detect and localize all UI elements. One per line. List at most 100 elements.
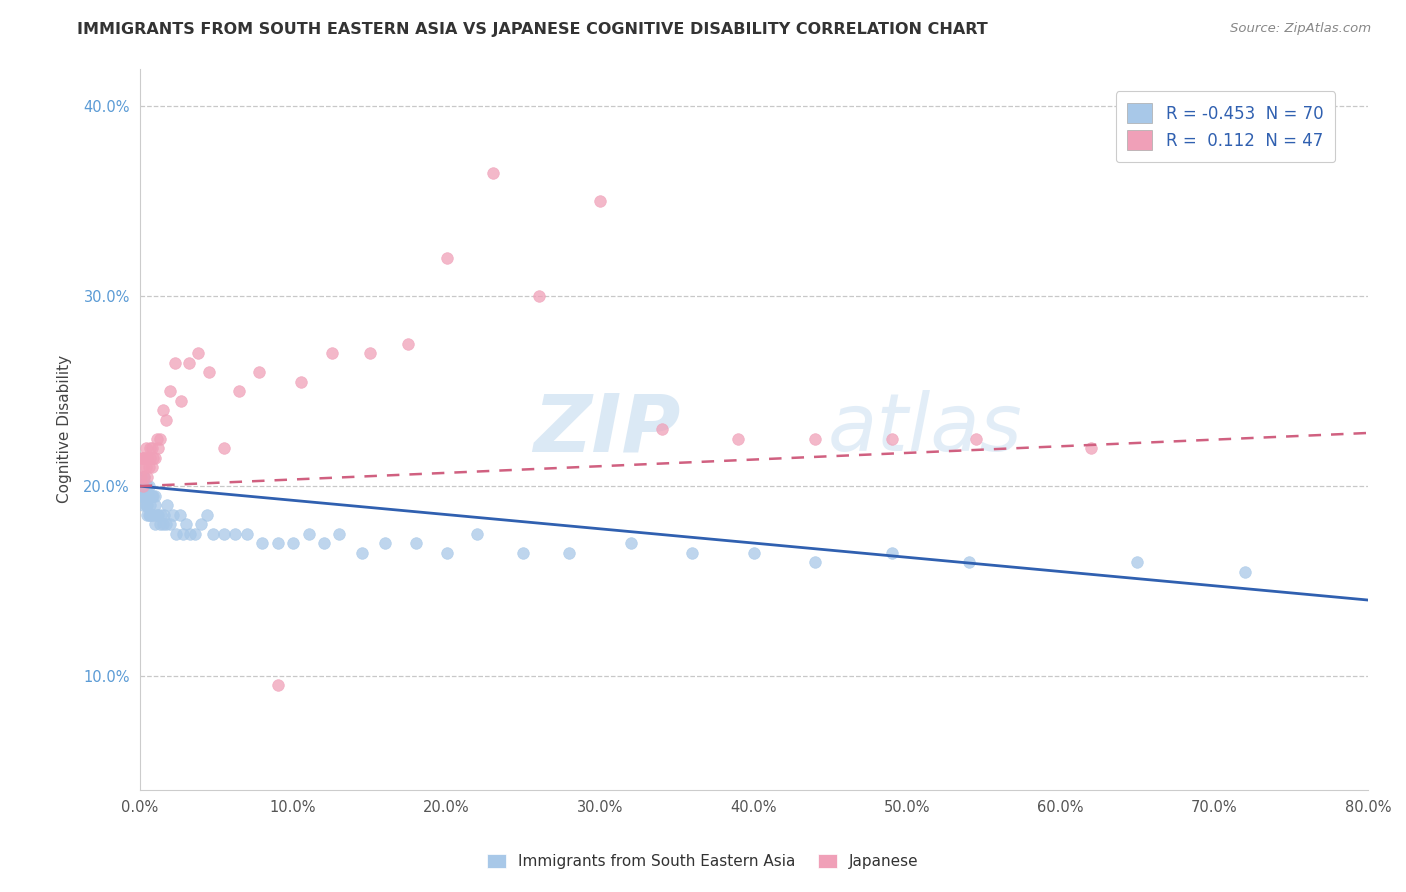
Point [149, 517, 172, 532]
Point [1233, 565, 1256, 579]
Point [135, 498, 157, 512]
Point [527, 289, 550, 303]
Point [138, 508, 160, 522]
Point [135, 441, 157, 455]
Point [957, 555, 980, 569]
Point [436, 545, 458, 559]
Point [396, 336, 419, 351]
Point [174, 517, 197, 532]
Point [134, 469, 156, 483]
Point [290, 375, 312, 389]
Point [512, 545, 534, 559]
Point [131, 450, 153, 465]
Point [141, 441, 163, 455]
Point [159, 384, 181, 399]
Point [134, 450, 156, 465]
Point [155, 413, 177, 427]
Point [727, 432, 749, 446]
Point [149, 432, 172, 446]
Point [804, 432, 827, 446]
Point [166, 526, 188, 541]
Point [170, 393, 193, 408]
Point [139, 498, 162, 512]
Point [202, 526, 225, 541]
Point [145, 432, 167, 446]
Point [129, 450, 152, 465]
Point [136, 479, 159, 493]
Point [589, 194, 612, 209]
Point [141, 460, 163, 475]
Point [142, 489, 165, 503]
Text: Source: ZipAtlas.com: Source: ZipAtlas.com [1230, 22, 1371, 36]
Point [224, 526, 246, 541]
Point [139, 450, 162, 465]
Point [267, 536, 290, 550]
Point [405, 536, 427, 550]
Point [236, 526, 259, 541]
Point [177, 356, 200, 370]
Point [141, 489, 163, 503]
Point [152, 403, 174, 417]
Point [142, 508, 165, 522]
Point [297, 526, 319, 541]
Legend: Immigrants from South Eastern Asia, Japanese: Immigrants from South Eastern Asia, Japa… [481, 848, 925, 875]
Point [187, 346, 209, 360]
Point [143, 498, 166, 512]
Point [184, 526, 207, 541]
Point [321, 346, 343, 360]
Point [172, 526, 194, 541]
Point [146, 441, 169, 455]
Point [169, 508, 191, 522]
Point [131, 498, 153, 512]
Text: atlas: atlas [827, 390, 1022, 468]
Point [195, 508, 218, 522]
Point [212, 526, 235, 541]
Point [247, 365, 270, 379]
Point [155, 517, 177, 532]
Point [681, 545, 703, 559]
Point [129, 469, 152, 483]
Point [129, 489, 152, 503]
Point [359, 346, 381, 360]
Point [153, 508, 176, 522]
Point [179, 526, 201, 541]
Point [150, 508, 173, 522]
Point [138, 460, 160, 475]
Text: IMMIGRANTS FROM SOUTH EASTERN ASIA VS JAPANESE COGNITIVE DISABILITY CORRELATION : IMMIGRANTS FROM SOUTH EASTERN ASIA VS JA… [77, 22, 988, 37]
Text: ZIP: ZIP [533, 390, 681, 468]
Point [436, 252, 458, 266]
Point [352, 545, 374, 559]
Point [131, 479, 153, 493]
Point [1080, 441, 1102, 455]
Point [283, 536, 305, 550]
Point [252, 536, 274, 550]
Point [131, 489, 153, 503]
Point [152, 517, 174, 532]
Point [145, 508, 167, 522]
Point [374, 536, 396, 550]
Point [129, 479, 152, 493]
Point [136, 469, 159, 483]
Point [146, 508, 169, 522]
Point [1126, 555, 1149, 569]
Point [159, 517, 181, 532]
Point [481, 166, 503, 180]
Point [138, 489, 160, 503]
Point [136, 498, 159, 512]
Point [880, 432, 903, 446]
Point [742, 545, 765, 559]
Point [197, 365, 219, 379]
Point [965, 432, 987, 446]
Point [156, 498, 179, 512]
Point [651, 422, 673, 436]
Point [880, 545, 903, 559]
Point [312, 536, 335, 550]
Point [212, 441, 235, 455]
Point [135, 460, 157, 475]
Point [328, 526, 350, 541]
Point [620, 536, 643, 550]
Point [143, 489, 166, 503]
Point [131, 469, 153, 483]
Point [136, 450, 159, 465]
Point [131, 460, 153, 475]
